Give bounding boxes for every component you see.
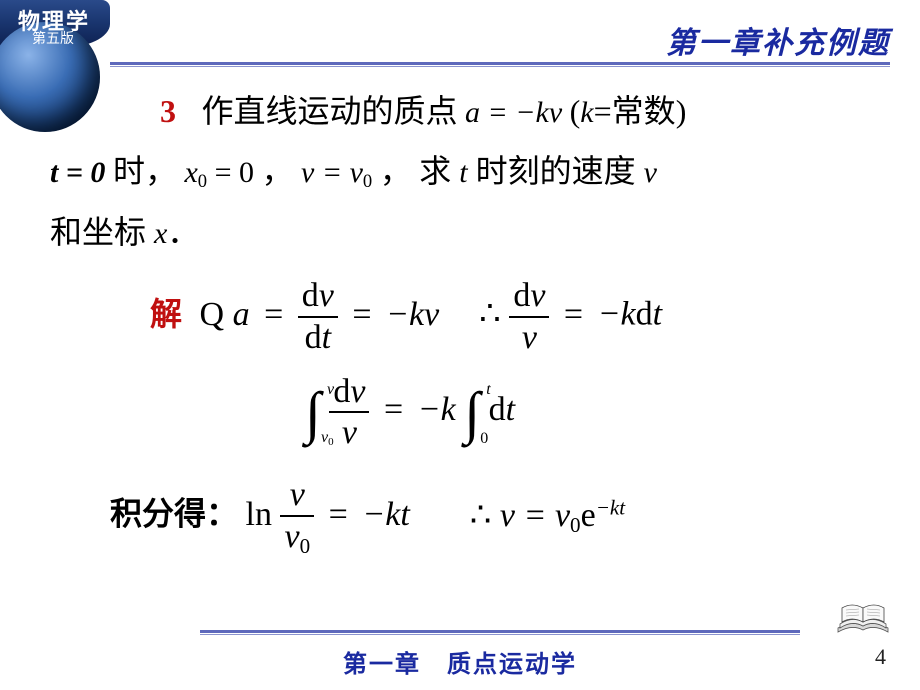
therefore-eq1: ∴ dv v = −kdt (479, 278, 662, 355)
v-den: v (518, 320, 541, 356)
integral-eq: ∫ v0 v dv v = −k ∫ 0 t dt (305, 391, 515, 428)
int2-lo: 0 (480, 430, 488, 448)
ask1: 求 (419, 153, 459, 189)
int1-lo: v0 (321, 429, 334, 448)
minus-k-dt-pre: −k (598, 296, 636, 333)
integral-row: ∫ v0 v dv v = −k ∫ 0 t dt (50, 374, 890, 451)
therefore-sym1: ∴ (479, 296, 501, 333)
dv-num2: v (530, 277, 545, 314)
comma2: ， (380, 153, 412, 189)
minus-kt: −kt (362, 496, 409, 533)
dt-t: t (653, 296, 662, 333)
frac-dv-v-2: dv v (329, 374, 369, 451)
a-var: a (233, 296, 250, 333)
v-eq-v0: v = v0 (301, 156, 380, 189)
result-v-body: v = v (500, 497, 570, 534)
frac-dv-dt: dv dt (298, 278, 338, 355)
problem-number: 3 (160, 93, 176, 129)
int1-hi: v (327, 381, 334, 399)
x0-x: x (184, 156, 197, 189)
because-sym: Q (200, 296, 225, 333)
result-v0-sub: 0 (570, 513, 581, 537)
e: e (581, 497, 596, 534)
int-v-den: v (338, 415, 361, 451)
book-edition: 第五版 (32, 28, 74, 48)
header-rule (110, 62, 890, 65)
int1-lo-sub: 0 (328, 436, 334, 448)
t-var: t (459, 156, 467, 189)
minus-k: −k (418, 391, 456, 428)
x0-eq-0: x0 = 0 (184, 156, 261, 189)
frac-v-v0: v v0 (280, 477, 314, 557)
eq-sign3: = (558, 296, 589, 333)
eq-sign5: = (323, 496, 354, 533)
ask2: 时刻的速度 (468, 153, 644, 189)
problem-line1: 3 作直线运动的质点 a = −kv (k=常数) (160, 85, 890, 139)
t-eq-0: t = 0 (50, 156, 105, 189)
footer-rule-thin (200, 634, 800, 635)
solution-row1: 解 Q a = dv dt = −kv ∴ dv v = − (150, 278, 890, 355)
problem-line2: t = 0 时， x0 = 0 ， v = v0 ， 求 t 时刻的速度 v (50, 145, 890, 208)
frac-dv-v: dv v (509, 278, 549, 355)
integral-sym1: ∫ v0 v (305, 379, 321, 446)
ln: ln (246, 496, 272, 533)
int1-lo-v: v (321, 429, 328, 446)
ln-eq: ln v v0 = −kt (246, 496, 410, 533)
paren-open: ( (570, 93, 581, 129)
integral-sym2: ∫ 0 t (464, 379, 480, 446)
eq-a-kv-body: a = −kv (465, 96, 562, 129)
int2-hi: t (486, 381, 490, 399)
ln-den-v: v (284, 518, 299, 555)
x0-sub: 0 (198, 171, 207, 192)
therefore-sym2: ∴ (470, 497, 492, 534)
dt-den: t (322, 319, 331, 356)
slide-content: 3 作直线运动的质点 a = −kv (k=常数) t = 0 时， x0 = … (50, 85, 890, 620)
x0-rest: = 0 (207, 156, 254, 189)
solution-left: 解 Q a = dv dt = −kv (150, 278, 439, 355)
header-rule-thin (110, 66, 890, 67)
v-var: v (644, 156, 657, 189)
page-number: 4 (875, 644, 886, 670)
problem-line3: 和坐标 x． (50, 210, 890, 256)
int-dv-num: v (350, 373, 365, 410)
k-var: k (580, 96, 593, 129)
problem-text-a: 作直线运动的质点 (202, 93, 458, 129)
exp-minus-kt: −kt (596, 496, 625, 520)
footer-text: 第一章 质点运动学 (0, 644, 920, 679)
comma1: ， (262, 153, 294, 189)
result-left: 积分得： ln v v0 = −kt (110, 477, 410, 557)
period: ． (167, 214, 199, 250)
slide-footer: 第一章 质点运动学 4 (0, 630, 920, 678)
x-var: x (154, 217, 167, 250)
and-coord: 和坐标 (50, 214, 154, 250)
chapter-title: 第一章补充例题 (666, 18, 890, 62)
integrate-label: 积分得： (110, 496, 238, 532)
solution-label: 解 (150, 296, 182, 332)
minus-kv: −kv (386, 296, 439, 333)
slide-header: 物理学 第五版 第一章补充例题 (0, 0, 920, 70)
paren-close: ) (676, 93, 687, 129)
eq-sign2: = (346, 296, 377, 333)
eq-sign1: = (258, 296, 289, 333)
eq-a-kv: a = −kv (465, 96, 570, 129)
v0-sub: 0 (363, 171, 372, 192)
because-eq: Q a = dv dt = −kv (200, 296, 440, 333)
book-icon (834, 594, 892, 638)
v-eq-v0-body: v = v (301, 156, 363, 189)
int-dt-t: t (506, 391, 515, 428)
dv-num: v (319, 277, 334, 314)
when-text: 时， (113, 153, 177, 189)
eq-const: =常数 (594, 93, 676, 129)
therefore-eq2: ∴ v = v0e−kt (470, 495, 625, 538)
ln-den-sub: 0 (300, 534, 311, 558)
ln-num: v (286, 477, 309, 513)
footer-rule (200, 630, 800, 633)
eq-sign4: = (378, 391, 409, 428)
result-row: 积分得： ln v v0 = −kt ∴ v = v0e−kt (110, 477, 890, 557)
